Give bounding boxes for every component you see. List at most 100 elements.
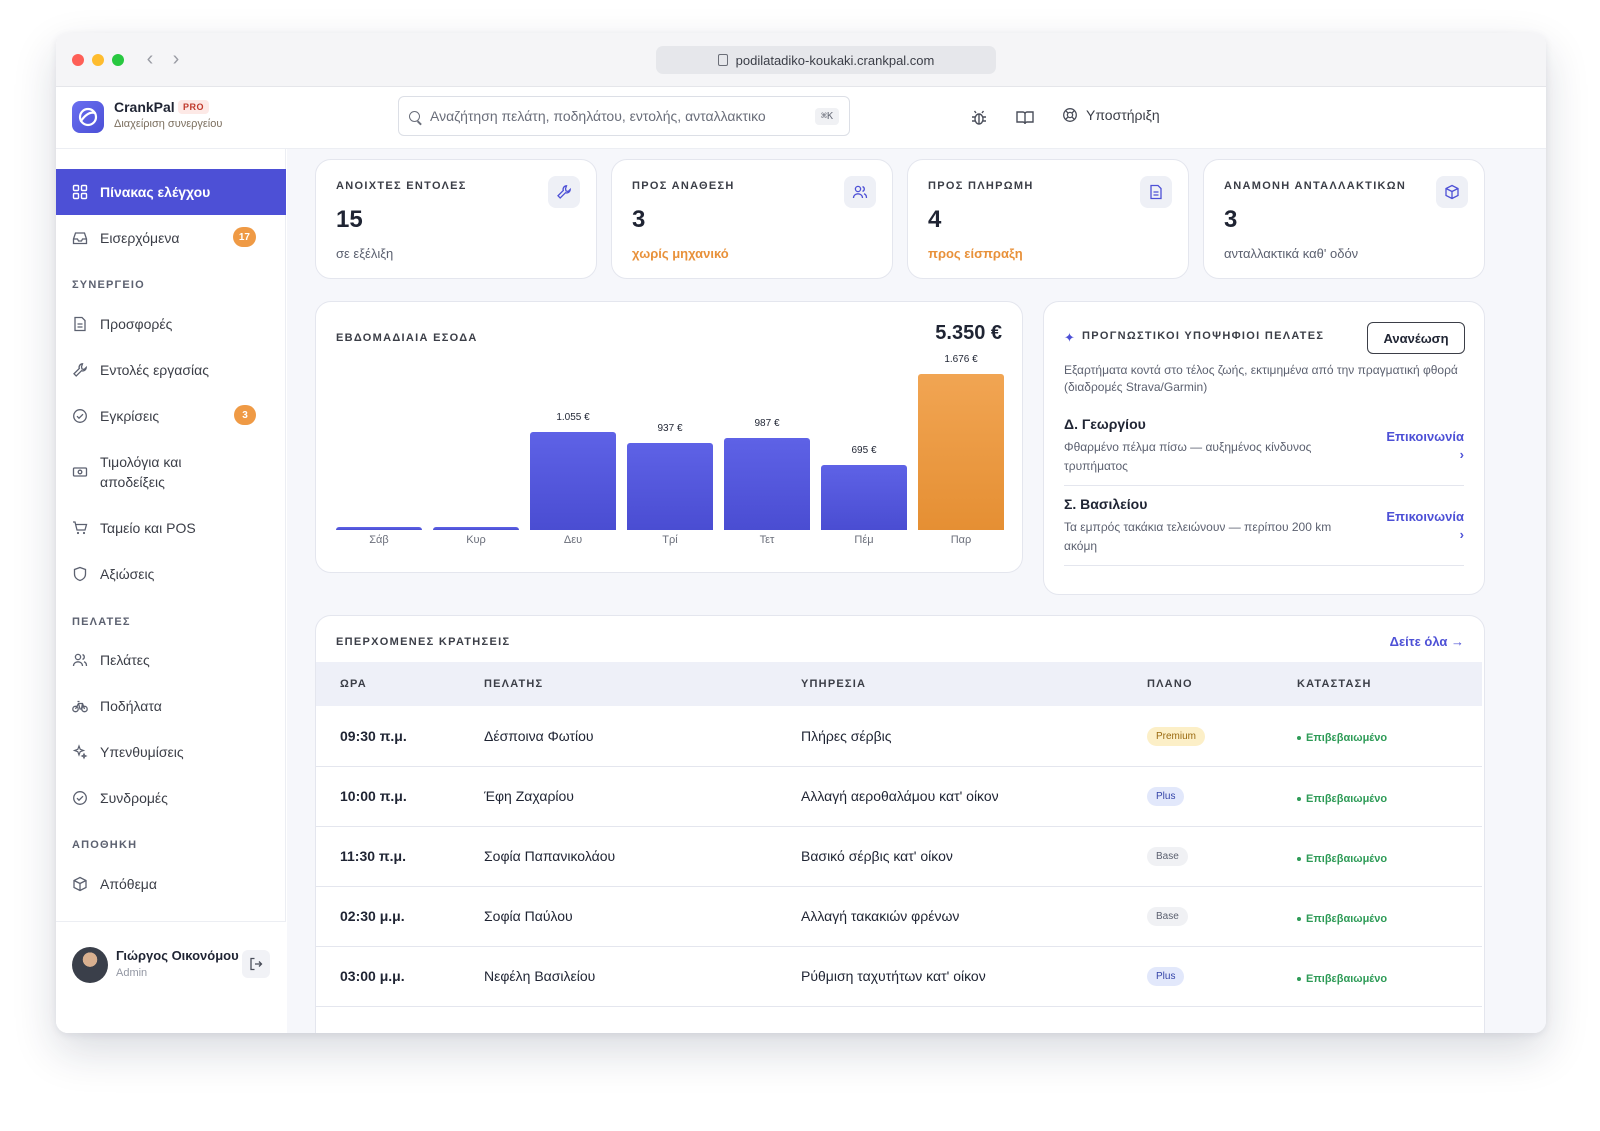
bicycle-icon	[72, 700, 88, 713]
sidebar-item-inbox[interactable]: Εισερχόμενα 17	[56, 215, 286, 261]
sidebar-item-bikes[interactable]: Ποδήλατα	[56, 683, 286, 729]
bar-category-label: Τρί	[662, 534, 678, 546]
app-header: CrankPal PRO Διαχείριση συνεργείου Αναζή…	[56, 87, 1546, 149]
page-icon	[717, 54, 728, 66]
bar-value-label: 1.676 €	[944, 354, 978, 365]
table-row[interactable]: 02:30 μ.μ. Σοφία Παύλου Αλλαγή τακακιών …	[316, 886, 1482, 946]
bar-value-label: 987 €	[754, 418, 780, 429]
user-profile[interactable]: Γιώργος Οικονόμου Admin	[56, 921, 286, 1033]
box-icon	[73, 876, 87, 892]
pro-badge: PRO	[178, 100, 210, 114]
book-icon[interactable]	[1015, 108, 1035, 128]
sidebar-item-pos[interactable]: Ταμείο και POS	[56, 505, 286, 551]
chart-bar[interactable]	[433, 527, 519, 530]
kpi-value: 4	[928, 206, 942, 233]
bar-category-label: Σάβ	[369, 534, 389, 546]
kpi-subtext: προς είσπραξη	[928, 246, 1023, 261]
forward-arrow-icon[interactable]: ›	[172, 48, 180, 70]
chart-bar[interactable]	[724, 438, 810, 530]
users-icon	[72, 653, 88, 667]
kpi-card-to-assign[interactable]: ΠΡΟΣ ΑΝΑΘΕΣΗ 3 χωρίς μηχανικό	[611, 159, 893, 279]
close-window-button[interactable]	[72, 54, 84, 66]
sidebar-item-customers[interactable]: Πελάτες	[56, 637, 286, 683]
booking-service: Βασικό σέρβις κατ' οίκον	[801, 848, 953, 864]
kpi-value: 15	[336, 206, 363, 233]
sidebar-item-label: Ποδήλατα	[100, 698, 162, 714]
status-badge: Επιβεβαιωμένο	[1297, 732, 1387, 744]
bug-icon[interactable]	[969, 108, 989, 128]
approvals-count-badge: 3	[234, 405, 256, 425]
sidebar-item-dashboard[interactable]: Πίνακας ελέγχου	[56, 169, 286, 215]
booking-customer: Δέσποινα Φωτίου	[484, 727, 594, 744]
main-content: ΑΝΟΙΧΤΕΣ ΕΝΤΟΛΕΣ 15 σε εξέλιξη ΠΡΟΣ ΑΝΑΘ…	[287, 149, 1546, 1033]
see-all-link[interactable]: Δείτε όλα →	[1389, 634, 1464, 649]
chart-title: ΕΒΔΟΜΑΔΙΑΙΑ ΕΣΟΔΑ	[336, 332, 478, 344]
refresh-button[interactable]: Ανανέωση	[1367, 322, 1465, 354]
grid-icon	[72, 184, 88, 200]
lifebuoy-icon	[1063, 108, 1077, 122]
sidebar-item-label: Εγκρίσεις	[100, 408, 160, 424]
bar-category-label: Κυρ	[466, 534, 486, 546]
status-badge: Επιβεβαιωμένο	[1297, 793, 1387, 805]
chart-bar[interactable]	[821, 465, 907, 530]
box-icon	[1436, 176, 1468, 208]
sidebar-item-invoices[interactable]: Τιμολόγια και αποδείξεις	[56, 439, 286, 505]
column-header-customer[interactable]: ΠΕΛΑΤΗΣ	[484, 678, 544, 690]
bar-category-label: Πέμ	[854, 534, 874, 546]
status-badge: Επιβεβαιωμένο	[1297, 913, 1387, 925]
wrench-icon	[73, 363, 87, 377]
sidebar-item-label: Προσφορές	[100, 316, 173, 332]
sidebar-item-label: Πίνακας ελέγχου	[100, 184, 211, 200]
logo-icon[interactable]	[72, 101, 104, 133]
column-header-time[interactable]: ΩΡΑ	[340, 678, 367, 690]
section-heading-warehouse: ΑΠΟΘΗΚΗ	[72, 839, 138, 851]
contact-link[interactable]: Επικοινωνία ›	[1386, 429, 1464, 462]
sidebar-item-subscriptions[interactable]: Συνδρομές	[56, 775, 286, 821]
contact-link[interactable]: Επικοινωνία ›	[1386, 509, 1464, 542]
sidebar-item-claims[interactable]: Αξιώσεις	[56, 551, 286, 597]
cart-icon	[73, 521, 88, 535]
plan-badge: Premium	[1147, 726, 1206, 746]
column-header-status[interactable]: ΚΑΤΑΣΤΑΣΗ	[1297, 678, 1372, 690]
back-arrow-icon[interactable]: ‹	[146, 48, 154, 70]
booking-plan: Plus	[1147, 766, 1297, 826]
sidebar-item-approvals[interactable]: Εγκρίσεις 3	[56, 393, 286, 439]
search-input[interactable]: Αναζήτηση πελάτη, ποδηλάτου, εντολής, αν…	[398, 96, 850, 136]
booking-customer: Σοφία Παπανικολάου	[484, 848, 616, 864]
plan-badge: Base	[1147, 847, 1188, 866]
predictive-description: Εξαρτήματα κοντά στο τέλος ζωής, εκτιμημ…	[1064, 363, 1458, 394]
booking-service: Πλήρες σέρβις	[801, 727, 892, 744]
badge-check-icon	[73, 791, 87, 805]
logout-button[interactable]	[242, 950, 270, 978]
search-shortcut: ⌘K	[814, 107, 839, 125]
chart-bar[interactable]	[918, 374, 1004, 530]
sidebar-item-work-orders[interactable]: Εντολές εργασίας	[56, 347, 286, 393]
kpi-card-parts-waiting[interactable]: ΑΝΑΜΟΝΗ ΑΝΤΑΛΛΑΚΤΙΚΩΝ 3 ανταλλακτικά καθ…	[1203, 159, 1485, 279]
support-button[interactable]: Υποστήριξη	[1062, 107, 1160, 123]
kpi-card-to-pay[interactable]: ΠΡΟΣ ΠΛΗΡΩΜΗ 4 προς είσπραξη	[907, 159, 1189, 279]
kpi-label: ΠΡΟΣ ΠΛΗΡΩΜΗ	[928, 180, 1034, 192]
kpi-card-open-orders[interactable]: ΑΝΟΙΧΤΕΣ ΕΝΤΟΛΕΣ 15 σε εξέλιξη	[315, 159, 597, 279]
table-row[interactable]: 11:30 π.μ. Σοφία Παπανικολάου Βασικό σέρ…	[316, 826, 1482, 886]
chart-bar[interactable]	[530, 432, 616, 530]
chart-bar[interactable]	[627, 443, 713, 530]
sidebar-item-reminders[interactable]: Υπενθυμίσεις	[56, 729, 286, 775]
column-header-plan[interactable]: ΠΛΑΝΟ	[1147, 678, 1193, 690]
chart-bar[interactable]	[336, 527, 422, 530]
sidebar-item-quotes[interactable]: Προσφορές	[56, 301, 286, 347]
column-header-service[interactable]: ΥΠΗΡΕΣΙΑ	[801, 678, 867, 690]
booking-status: Επιβεβαιωμένο	[1297, 706, 1482, 766]
table-row[interactable]: 10:00 π.μ. Έφη Ζαχαρίου Αλλαγή αεροθαλάμ…	[316, 766, 1482, 826]
sidebar-item-stock[interactable]: Απόθεμα	[56, 861, 286, 907]
booking-status: Επιβεβαιωμένο	[1297, 886, 1482, 946]
minimize-window-button[interactable]	[92, 54, 104, 66]
shield-icon	[73, 566, 87, 582]
table-row[interactable]: 03:00 μ.μ. Νεφέλη Βασιλείου Ρύθμιση ταχυ…	[316, 946, 1482, 1006]
address-bar[interactable]: podilatadiko-koukaki.crankpal.com	[656, 46, 996, 74]
sidebar-item-label: Εντολές εργασίας	[100, 362, 209, 378]
maximize-window-button[interactable]	[112, 54, 124, 66]
chart-total: 5.350 €	[935, 322, 1002, 344]
kpi-value: 3	[1224, 206, 1238, 233]
document-icon	[74, 316, 86, 332]
table-row[interactable]: 09:30 π.μ. Δέσποινα Φωτίου Πλήρες σέρβις…	[316, 706, 1482, 766]
